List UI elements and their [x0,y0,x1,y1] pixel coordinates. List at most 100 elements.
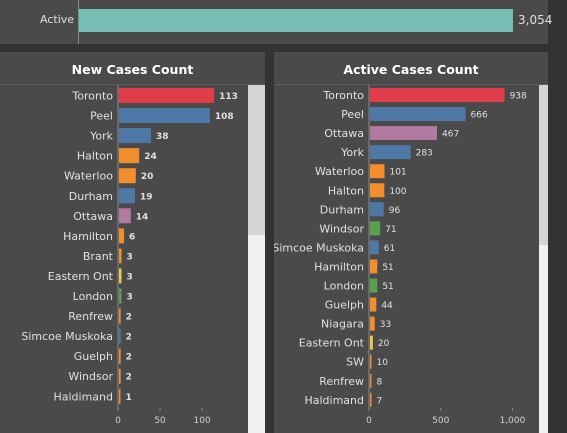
category-label-windsor: Windsor [319,222,364,235]
bar-hamilton[interactable] [370,259,378,274]
value-label-haldimand: 7 [377,396,383,406]
active-cases-chart: Toronto 938 Peel 666 Ottawa 467 York 283 Waterlo… [274,85,527,426]
bar-eastern-ont[interactable] [119,268,122,284]
x-tick-label: 100 [194,416,211,426]
value-label-halton: 100 [389,187,406,197]
category-label-halton: Halton [328,184,364,197]
category-label-brant: Brant [83,250,114,263]
bar-renfrew[interactable] [119,308,121,324]
bar-simcoe-muskoka[interactable] [119,328,121,344]
category-label-haldimand: Haldimand [304,394,364,407]
category-label-york: York [340,146,365,159]
active-cases-title: Active Cases Count [274,52,548,85]
value-label-ottawa: 467 [442,130,459,140]
x-tick-label: 1,000 [500,416,526,426]
active-cases-scrollbar-thumb[interactable] [539,85,548,245]
bar-hamilton[interactable] [119,228,125,244]
bar-brant[interactable] [119,248,122,264]
bar-renfrew[interactable] [370,373,372,388]
new-cases-scrollbar[interactable] [248,85,265,433]
value-label-renfrew: 2 [126,313,132,323]
bar-eastern-ont[interactable] [370,335,373,350]
bar-london[interactable] [119,288,122,304]
category-label-eastern-ont: Eastern Ont [48,270,114,283]
category-label-waterloo: Waterloo [315,165,364,178]
bar-london[interactable] [370,278,378,293]
category-label-renfrew: Renfrew [68,310,113,323]
value-label-ottawa: 14 [136,212,149,222]
value-label-haldimand: 1 [126,393,132,403]
bar-peel[interactable] [119,108,210,124]
category-label-windsor: Windsor [68,370,113,383]
bar-ottawa[interactable] [119,208,131,224]
value-label-hamilton: 6 [129,232,135,242]
value-label-waterloo: 20 [141,172,154,182]
category-label-peel: Peel [341,108,364,121]
bar-waterloo[interactable] [119,168,136,184]
category-label-durham: Durham [320,203,364,216]
bar-niagara[interactable] [370,316,375,331]
value-label-eastern-ont: 20 [378,339,390,349]
bar-york[interactable] [370,145,411,160]
category-label-durham: Durham [69,190,113,203]
bar-haldimand[interactable] [370,392,372,407]
bar-durham[interactable] [119,188,135,204]
value-label-york: 283 [416,149,433,159]
category-label-ottawa: Ottawa [324,127,364,140]
category-label-simcoe-muskoka: Simcoe Muskoka [21,330,113,343]
bar-york[interactable] [119,128,151,144]
bar-halton[interactable] [370,183,385,198]
value-label-toronto: 113 [219,92,238,102]
category-label-halton: Halton [77,150,113,163]
category-label-toronto: Toronto [322,89,364,102]
new-cases-title: New Cases Count [0,52,265,85]
value-label-durham: 96 [389,206,401,216]
bar-ottawa[interactable] [370,126,438,141]
active-cases-scrollbar[interactable] [539,85,548,433]
value-label-simcoe-muskoka: 2 [126,333,132,343]
category-label-haldimand: Haldimand [53,390,113,403]
bar-toronto[interactable] [119,88,215,103]
bar-windsor[interactable] [119,368,121,384]
bar-guelph[interactable] [119,348,121,364]
active-summary-axis [78,0,79,44]
value-label-guelph: 2 [126,353,132,363]
bar-toronto[interactable] [370,88,505,102]
category-label-london: London [324,280,364,293]
active-summary-panel: Active 3,054 [0,0,552,44]
active-cases-panel: Active Cases Count Toronto 938 Peel 666 Otta… [274,52,548,433]
bar-guelph[interactable] [370,297,377,312]
value-label-london: 51 [382,282,393,292]
value-label-windsor: 71 [385,225,396,235]
value-label-york: 38 [156,132,169,142]
category-label-toronto: Toronto [71,90,113,103]
bar-peel[interactable] [370,107,466,122]
category-label-guelph: Guelph [325,299,364,312]
value-label-guelph: 44 [381,301,393,311]
value-label-windsor: 2 [126,373,132,383]
value-label-brant: 3 [127,252,133,262]
category-label-hamilton: Hamilton [314,260,364,273]
bar-waterloo[interactable] [370,164,385,179]
bar-sw[interactable] [370,354,372,369]
new-cases-chart: Toronto 113 Peel 108 York 38 Halton 24 Waterloo 2… [21,85,238,426]
category-label-london: London [73,290,113,303]
value-label-peel: 108 [215,112,234,122]
new-cases-scrollbar-thumb[interactable] [248,85,265,235]
bar-durham[interactable] [370,202,384,217]
value-label-hamilton: 51 [382,263,393,273]
new-cases-panel: New Cases Count Toronto 113 Peel 108 York 38 H… [0,52,265,433]
bar-halton[interactable] [119,148,140,164]
bar-windsor[interactable] [370,221,381,236]
category-label-niagara: Niagara [321,318,364,331]
bar-simcoe-muskoka[interactable] [370,240,379,255]
active-summary-bar[interactable] [79,9,514,32]
value-label-eastern-ont: 3 [127,272,133,282]
value-label-toronto: 938 [510,92,527,102]
value-label-london: 3 [127,293,133,303]
value-label-peel: 666 [471,111,488,121]
category-label-simcoe-muskoka: Simcoe Muskoka [274,241,364,254]
bar-haldimand[interactable] [119,388,121,404]
x-tick-label: 0 [366,416,372,426]
category-label-peel: Peel [90,110,113,123]
